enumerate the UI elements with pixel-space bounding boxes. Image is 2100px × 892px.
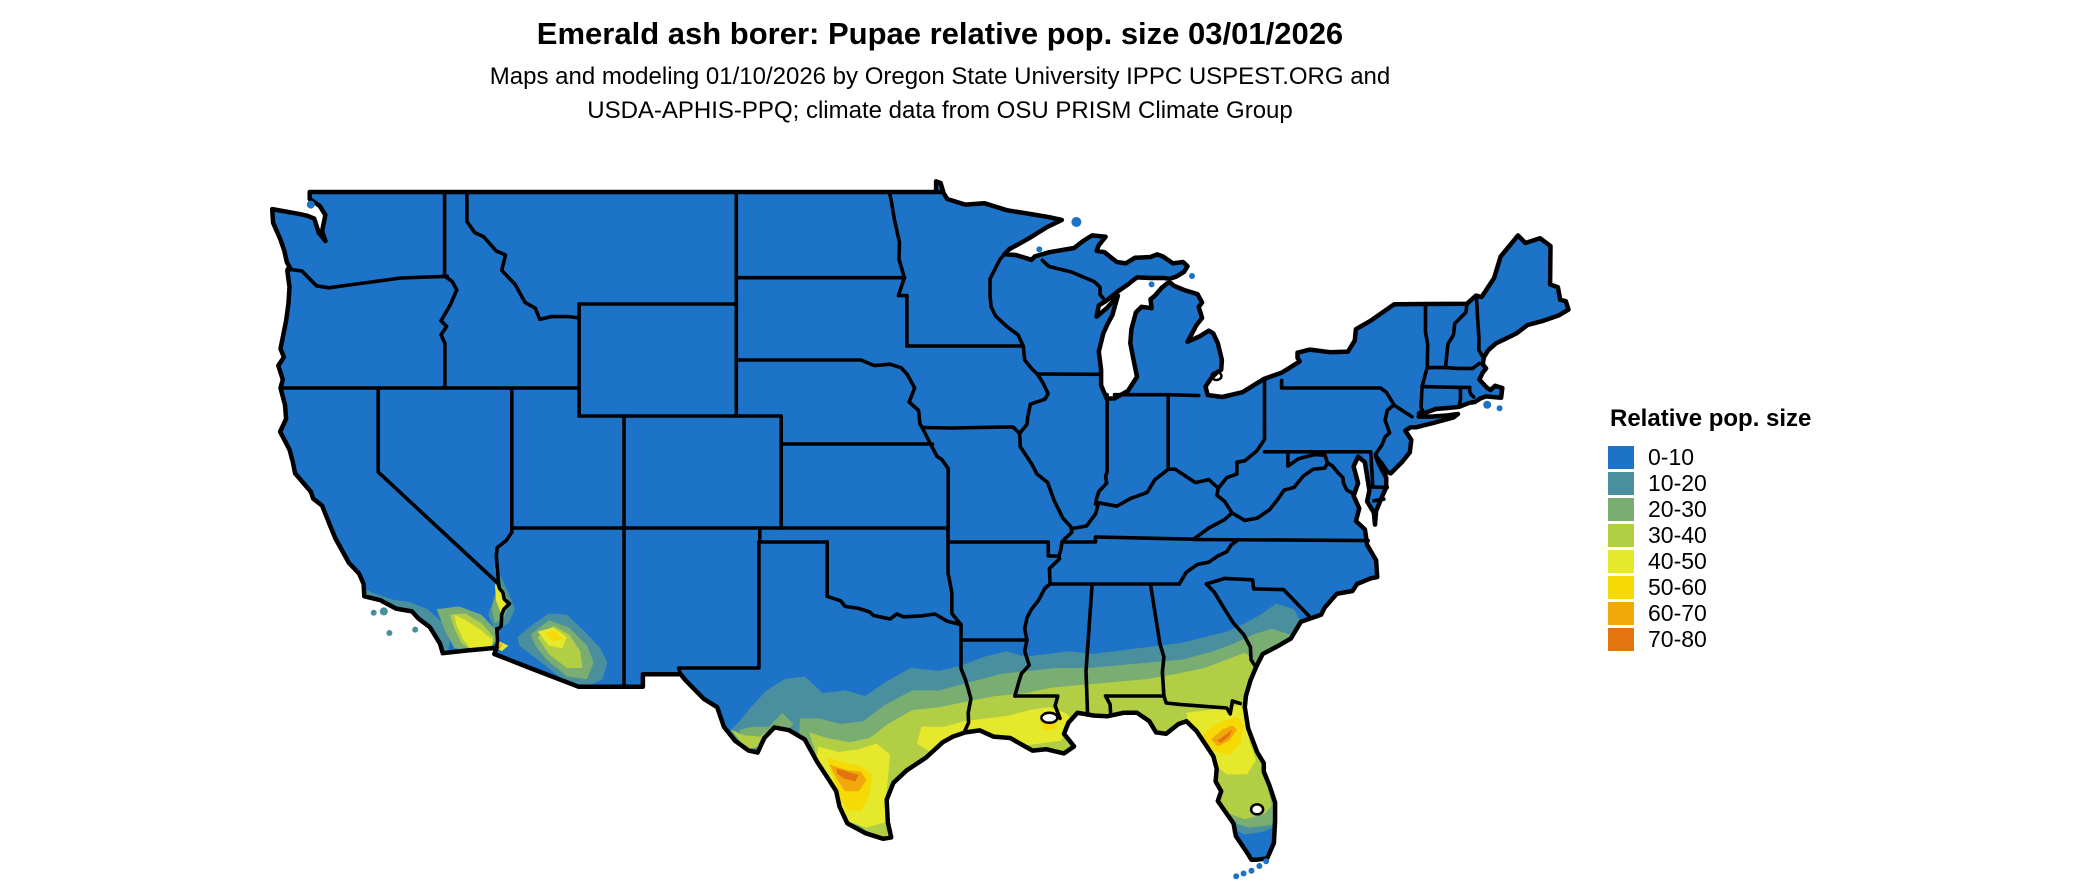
legend-label: 0-10 — [1648, 444, 1695, 470]
legend-swatch — [1608, 550, 1634, 573]
legend-swatch — [1608, 602, 1634, 625]
island — [1148, 281, 1155, 288]
heat-region-40-50 — [454, 614, 493, 649]
island — [1071, 217, 1082, 227]
page-subtitle: Maps and modeling 01/10/2026 by Oregon S… — [0, 52, 1880, 128]
heat-region-50-60 — [544, 630, 563, 642]
island — [1263, 858, 1270, 865]
legend-label: 50-60 — [1648, 574, 1707, 600]
header: Emerald ash borer: Pupae relative pop. s… — [0, 0, 1880, 128]
legend-label: 30-40 — [1648, 522, 1707, 548]
legend-label: 60-70 — [1648, 600, 1707, 626]
legend-swatch — [1608, 628, 1634, 651]
island — [1240, 870, 1247, 877]
legend-label: 20-30 — [1648, 496, 1707, 522]
legend-rows: 0-10 10-20 20-30 30-40 40-50 50-60 60-70 70-80 — [1608, 446, 1811, 651]
subtitle-line-2: USDA-APHIS-PPQ; climate data from OSU PR… — [587, 97, 1293, 124]
heat-region-70-80 — [1216, 729, 1233, 743]
legend-swatch — [1608, 446, 1634, 469]
heat-region-70-80 — [836, 768, 859, 782]
legend-swatch — [1608, 498, 1634, 521]
legend-title: Relative pop. size — [1610, 405, 1812, 432]
subtitle-line-1: Maps and modeling 01/10/2026 by Oregon S… — [489, 63, 1391, 90]
heat-region-40-50 — [494, 584, 507, 612]
legend: Relative pop. size 0-10 10-20 20-30 30-40 40… — [1608, 404, 1811, 654]
legend-swatch — [1608, 524, 1634, 547]
heat-region-40-50 — [496, 640, 509, 652]
island — [1189, 273, 1195, 279]
heat-region-10-20 — [737, 684, 794, 738]
lake — [1249, 803, 1265, 816]
legend-label: 40-50 — [1648, 548, 1707, 574]
island — [412, 626, 419, 633]
legend-item: 30-40 — [1608, 524, 1811, 547]
legend-swatch — [1608, 472, 1634, 495]
island — [379, 607, 388, 616]
legend-item: 70-80 — [1608, 628, 1811, 651]
island — [1496, 405, 1503, 412]
legend-swatch — [1608, 576, 1634, 599]
legend-item: 50-60 — [1608, 576, 1811, 599]
lake — [1040, 711, 1059, 725]
legend-item: 60-70 — [1608, 602, 1811, 625]
island — [1256, 863, 1263, 869]
island — [1248, 867, 1255, 874]
legend-item: 40-50 — [1608, 550, 1811, 573]
state-borders — [278, 190, 1485, 733]
page-title: Emerald ash borer: Pupae relative pop. s… — [536, 16, 1344, 51]
legend-label: 70-80 — [1648, 626, 1707, 652]
coastline-outline — [269, 179, 1571, 863]
island — [370, 609, 377, 616]
legend-item: 0-10 — [1608, 446, 1811, 469]
legend-label: 10-20 — [1648, 470, 1707, 496]
legend-item: 20-30 — [1608, 498, 1811, 521]
legend-item: 10-20 — [1608, 472, 1811, 495]
island — [1233, 873, 1240, 880]
island — [386, 630, 393, 636]
island — [1036, 246, 1043, 253]
island — [306, 200, 315, 209]
island — [1483, 400, 1492, 409]
